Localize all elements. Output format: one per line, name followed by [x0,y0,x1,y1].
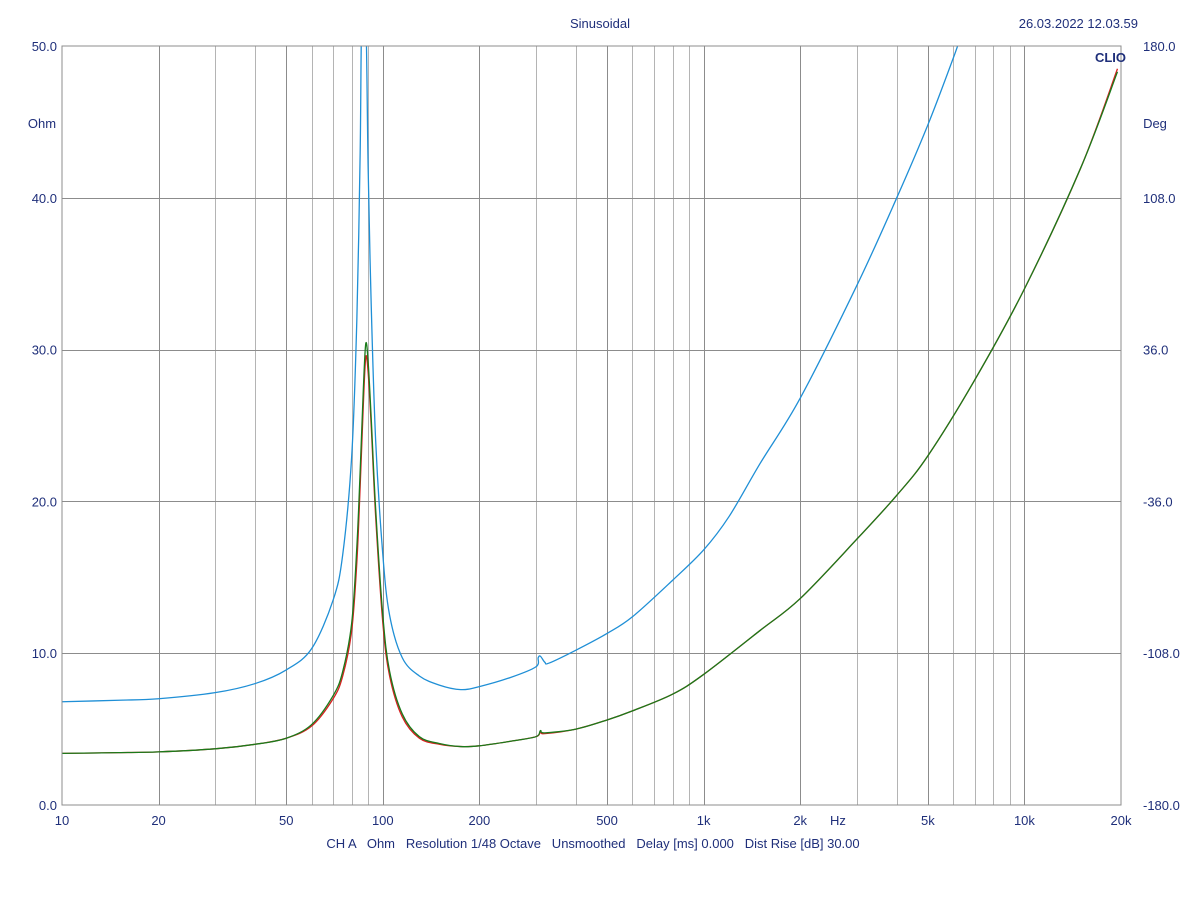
x-tick-label: 2k [793,813,807,828]
x-tick-label: 10k [1014,813,1035,828]
x-axis: 10 20 50 100 200 500 1k 2k 5k 10k 20k [55,813,1132,828]
y2-tick-label: -36.0 [1143,494,1173,509]
y-axis-right: -180.0 -108.0 -36.0 36.0 108.0 180.0 [1143,39,1180,813]
y2-tick-label: 180.0 [1143,39,1176,54]
brand-logo: CLIO [1095,50,1126,65]
series-line-3 [62,71,1119,755]
y-tick-label: 0.0 [39,798,57,813]
y-tick-label: 50.0 [32,39,57,54]
y2-tick-label: 36.0 [1143,343,1168,358]
y2-tick-label: -180.0 [1143,798,1180,813]
grid [62,46,1121,805]
y2-tick-label: -108.0 [1143,646,1180,661]
y-tick-label: 10.0 [32,646,57,661]
x-tick-label: 500 [596,813,618,828]
y-axis-left: 0.0 10.0 20.0 30.0 40.0 50.0 [32,39,57,813]
timestamp: 26.03.2022 12.03.59 [1019,16,1138,31]
x-tick-label: 20k [1111,813,1132,828]
x-tick-label: 1k [697,813,711,828]
x-tick-label: 10 [55,813,69,828]
x-tick-label: 20 [151,813,165,828]
y-tick-label: 40.0 [32,191,57,206]
x-tick-label: 5k [921,813,935,828]
x-tick-label: 200 [469,813,491,828]
x-tick-label: 50 [279,813,293,828]
plot-frame [61,45,1122,806]
y-tick-label: 20.0 [32,494,57,509]
x-axis-label: Hz [830,813,846,828]
y2-tick-label: 108.0 [1143,191,1176,206]
y-axis-label: Ohm [28,116,56,131]
x-tick-label: 100 [372,813,394,828]
y2-axis-label: Deg [1143,116,1167,131]
chart-title: Sinusoidal [570,16,630,31]
series-line-1 [62,46,959,703]
y-tick-label: 30.0 [32,343,57,358]
series-group [62,46,1119,755]
footer-info: CH A Ohm Resolution 1/48 Octave Unsmooth… [326,836,859,851]
